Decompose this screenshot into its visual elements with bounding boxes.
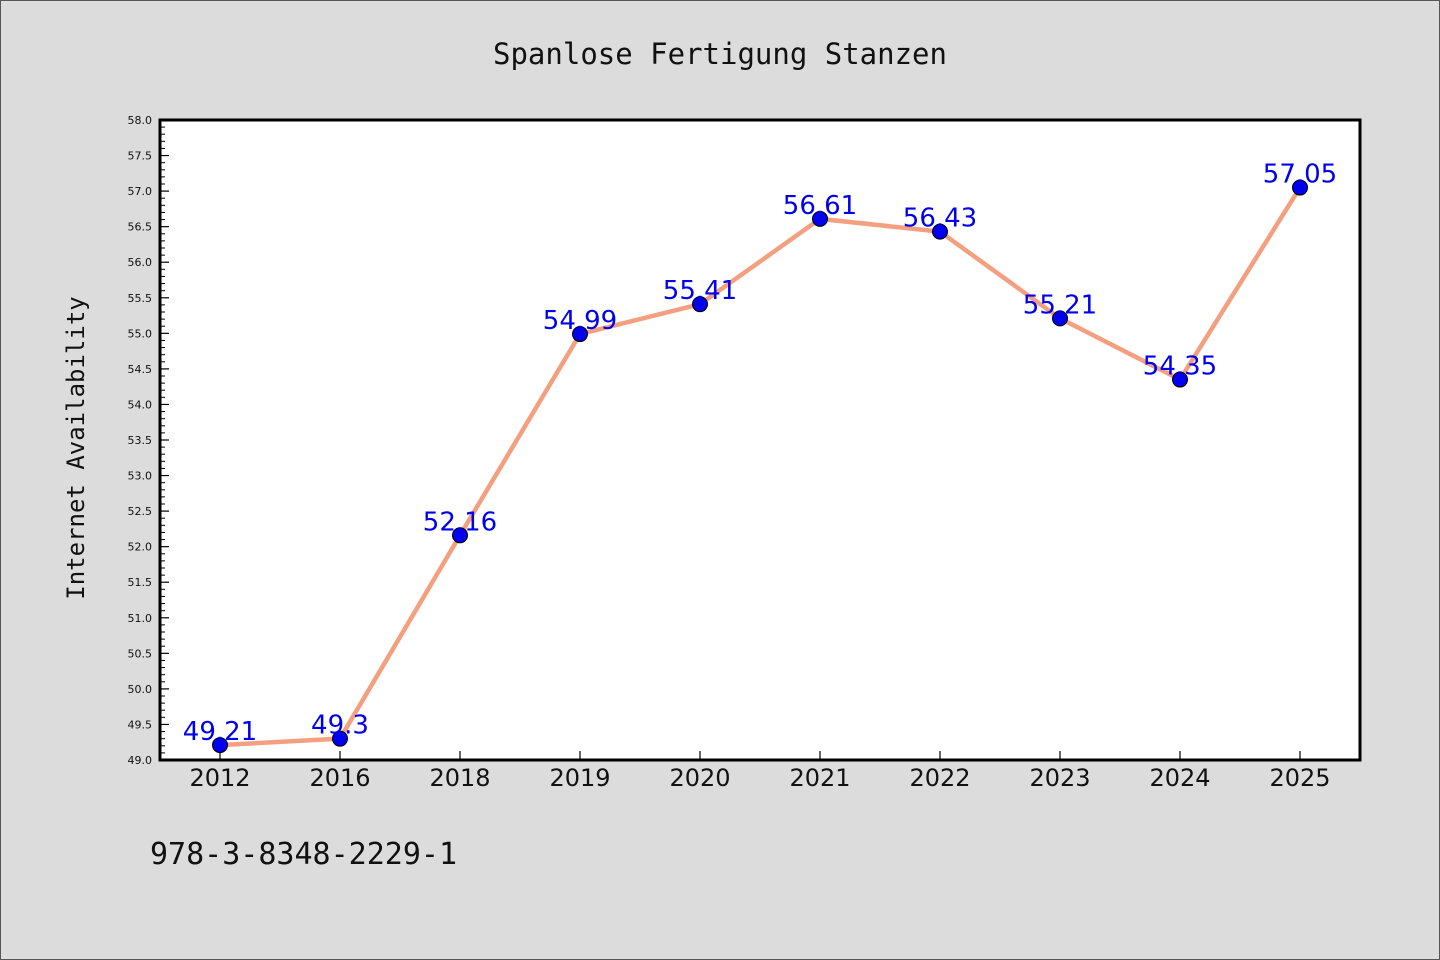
y-tick-label: 50.0 [128, 683, 153, 696]
y-tick-label: 49.5 [128, 718, 153, 731]
y-tick-label: 52.0 [128, 541, 153, 554]
y-tick-label: 51.0 [128, 612, 153, 625]
data-label: 57.05 [1263, 160, 1337, 190]
y-tick-label: 51.5 [128, 576, 153, 589]
series-line-group [217, 185, 1303, 748]
y-tick-label: 53.5 [128, 434, 153, 447]
y-axis-ticks: 49.0 49.5 50.0 50.5 51.0 51.5 52.0 52.5 53.0 53.5… [128, 114, 169, 767]
x-tick-label: 2022 [909, 764, 970, 792]
data-labels: 49.21 49.3 52.16 54.99 55.41 56.61 56.43 55.21 5… [183, 160, 1337, 748]
y-tick-label: 54.0 [128, 398, 153, 411]
y-tick-label: 55.0 [128, 327, 153, 340]
data-label: 55.41 [663, 276, 737, 306]
y-tick-label: 56.5 [128, 221, 153, 234]
data-point [452, 527, 468, 544]
data-point [212, 737, 228, 754]
data-label: 56.61 [783, 191, 857, 221]
plot-area [158, 118, 1362, 762]
x-tick-label: 2023 [1029, 764, 1090, 792]
x-tick-label: 2016 [309, 764, 370, 792]
y-tick-label: 57.0 [128, 185, 153, 198]
y-tick-label: 57.5 [128, 150, 153, 163]
y-tick-label: 58.0 [128, 114, 153, 127]
data-point [332, 730, 348, 747]
data-label: 49.3 [311, 711, 369, 741]
x-tick-label: 2020 [669, 764, 730, 792]
data-point [692, 296, 708, 313]
data-point [572, 326, 588, 343]
footer-isbn: 978-3-8348-2229-1 [150, 837, 457, 872]
data-point [1172, 371, 1188, 388]
data-label: 54.35 [1143, 352, 1217, 382]
y-tick-label: 52.5 [128, 505, 153, 518]
data-point [1052, 310, 1068, 327]
y-tick-label: 50.5 [128, 647, 153, 660]
data-label: 56.43 [903, 204, 977, 234]
x-tick-label: 2019 [549, 764, 610, 792]
x-tick-label: 2024 [1149, 764, 1210, 792]
data-label: 55.21 [1023, 290, 1097, 320]
y-tick-label: 54.5 [128, 363, 153, 376]
data-point [932, 223, 948, 240]
x-tick-label: 2012 [189, 764, 250, 792]
y-tick-label: 56.0 [128, 256, 153, 269]
data-label: 54.99 [543, 306, 617, 336]
data-point [812, 210, 828, 227]
y-tick-label: 55.5 [128, 292, 153, 305]
y-axis-label: Internet Availability [62, 296, 90, 599]
x-axis-ticks: 2012 2016 2018 2019 2020 2021 2022 2023 2024 2025 [189, 751, 1331, 792]
x-tick-label: 2021 [789, 764, 850, 792]
x-tick-label: 2018 [429, 764, 490, 792]
x-tick-label: 2025 [1269, 764, 1330, 792]
chart-title: Spanlose Fertigung Stanzen [493, 37, 947, 71]
data-points [212, 179, 1308, 754]
data-label: 49.21 [183, 717, 257, 747]
y-tick-label: 49.0 [128, 754, 153, 767]
data-point [1292, 179, 1308, 196]
series-line [217, 185, 1303, 748]
data-label: 52.16 [423, 507, 497, 537]
y-tick-label: 53.0 [128, 470, 153, 483]
